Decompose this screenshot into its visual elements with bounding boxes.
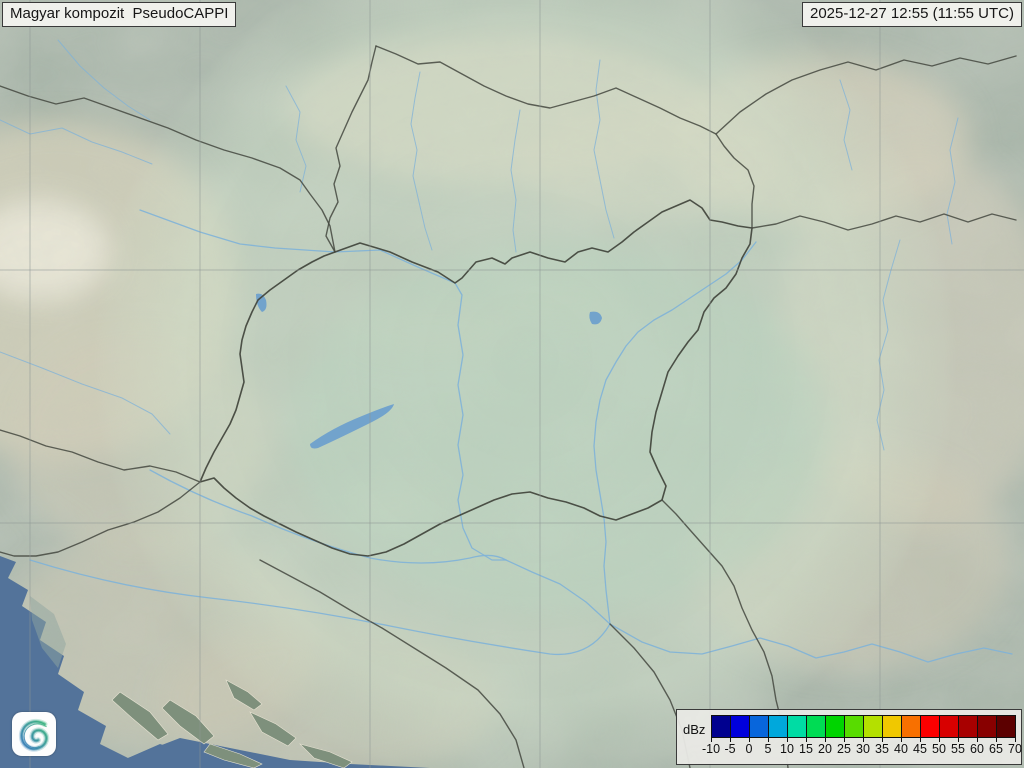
legend-cells (711, 715, 1016, 738)
legend-unit-label: dBz (683, 722, 706, 737)
legend-cell (939, 715, 959, 738)
legend-cell (711, 715, 731, 738)
legend-tickmark (711, 738, 712, 742)
legend-tick-label: 25 (837, 742, 851, 756)
legend-tick-label: 5 (764, 742, 772, 756)
legend-tickmark (996, 738, 997, 742)
rivers (0, 39, 1013, 663)
legend-tick-label: 0 (745, 742, 753, 756)
legend-tick-label: 20 (818, 742, 832, 756)
legend-tickmark (825, 738, 826, 742)
legend-tickmark (1015, 738, 1016, 742)
legend-tick-label: 60 (970, 742, 984, 756)
legend-tickmark (806, 738, 807, 742)
legend-tickmark (749, 738, 750, 742)
legend-tick-label: 50 (932, 742, 946, 756)
legend-tick-label: -10 (701, 742, 721, 756)
legend-cell (730, 715, 750, 738)
legend-tick-label: 15 (799, 742, 813, 756)
legend-cell (977, 715, 997, 738)
lake-balaton (310, 404, 394, 449)
lake-neusiedl (256, 293, 267, 312)
legend-tickmark (730, 738, 731, 742)
legend-ticks: -10 -5 0 5 10 15 20 25 30 35 40 45 50 55 60 65 70 (702, 738, 1022, 758)
legend-cell (844, 715, 864, 738)
legend-tickmark (882, 738, 883, 742)
hungary-border (199, 199, 753, 557)
legend-tickmark (768, 738, 769, 742)
legend-cell (901, 715, 921, 738)
lake-tisza (589, 311, 602, 325)
legend-tick-label: -5 (724, 742, 736, 756)
legend-cell (768, 715, 788, 738)
legend-tick-label: 30 (856, 742, 870, 756)
legend-tick-label: 10 (780, 742, 794, 756)
legend-tickmark (863, 738, 864, 742)
legend-cell (806, 715, 826, 738)
legend-cell (863, 715, 883, 738)
adriatic-islands (111, 679, 353, 768)
legend-cell (787, 715, 807, 738)
legend-cell (996, 715, 1016, 738)
hungaromet-logo (12, 712, 56, 756)
legend-tickmark (977, 738, 978, 742)
legend-tick-label: 55 (951, 742, 965, 756)
legend-tickmark (787, 738, 788, 742)
timestamp: 2025-12-27 12:55 (11:55 UTC) (801, 2, 1022, 27)
legend-tickmark (939, 738, 940, 742)
legend-tickmark (920, 738, 921, 742)
legend-cell (749, 715, 769, 738)
legend-tick-label: 65 (989, 742, 1003, 756)
legend-cell (920, 715, 940, 738)
legend-tick-label: 70 (1008, 742, 1022, 756)
legend-tickmark (958, 738, 959, 742)
lakes (256, 293, 602, 449)
legend-tick-label: 45 (913, 742, 927, 756)
legend-tick-label: 40 (894, 742, 908, 756)
legend-cell (958, 715, 978, 738)
legend-tickmark (844, 738, 845, 742)
legend-cell (825, 715, 845, 738)
legend-tick-label: 35 (875, 742, 889, 756)
spiral-logo-icon (18, 718, 50, 752)
legend-cell (882, 715, 902, 738)
dbz-color-scale: dBz -10 -5 0 5 10 15 20 25 30 35 40 45 50 55 60 65 70 (676, 709, 1022, 765)
country-borders (0, 45, 1017, 768)
legend-tickmark (901, 738, 902, 742)
adriatic-sea (0, 556, 430, 768)
product-title: Magyar kompozit PseudoCAPPI (2, 2, 237, 27)
